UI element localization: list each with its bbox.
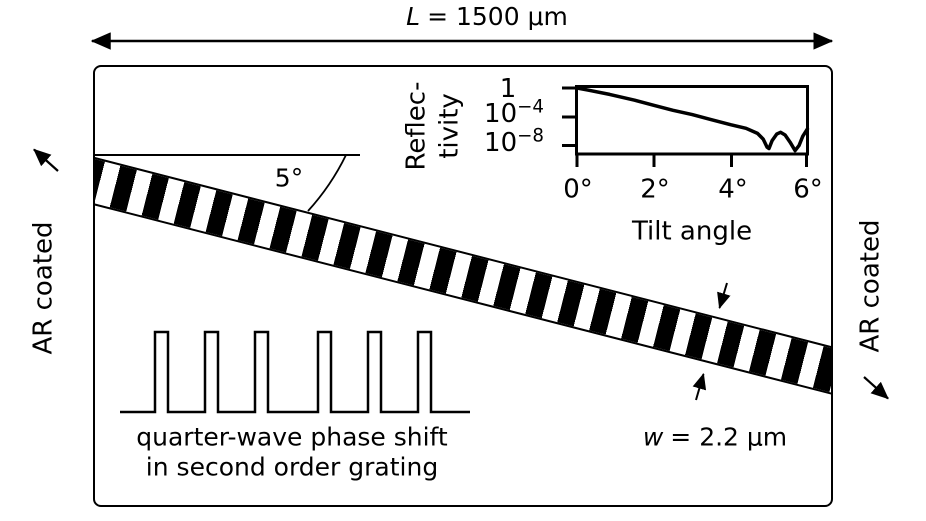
ytick-exp: −4 [517,96,544,118]
ar-arrow-right [863,376,889,400]
length-label: L = 1500 μm [406,3,568,31]
inset-ytick-1e-4: 10−4 [484,97,544,128]
ytick-base: 10 [484,99,518,130]
ytick-exp: −8 [517,125,544,147]
inset-ylabel: Reflec- tivity [401,82,466,171]
inset-xtick-2: 2° [640,174,670,205]
ar-coated-label-left: AR coated [28,221,59,355]
inset-xtick-6: 6° [793,174,823,205]
inset-xlabel: Tilt angle [631,216,753,247]
inset-ytick-1: 1 [499,72,517,105]
ar-coated-label-right: AR coated [855,219,886,353]
inset-ylabel-line2: tivity [434,93,464,159]
width-value: = 2.2 μm [670,422,788,452]
tilt-angle-value-label: 5° [274,163,304,193]
grating-caption-line1: quarter-wave phase shift [136,422,448,452]
inset-ylabel-line1: Reflec- [401,81,432,171]
length-variable: L [406,2,421,31]
inset-xtick-4: 4° [718,174,748,205]
length-value: = 1500 μm [427,2,568,31]
grating-caption-line2: in second order grating [145,452,439,482]
width-label: w = 2.2 μm [643,423,787,451]
inset-ytick-1e-8: 10−8 [484,126,544,157]
width-variable: w [642,422,664,452]
ar-arrow-left [33,148,59,172]
ytick-base: 1 [499,74,517,105]
inset-xtick-0: 0° [563,174,593,205]
ytick-base: 10 [484,128,518,159]
